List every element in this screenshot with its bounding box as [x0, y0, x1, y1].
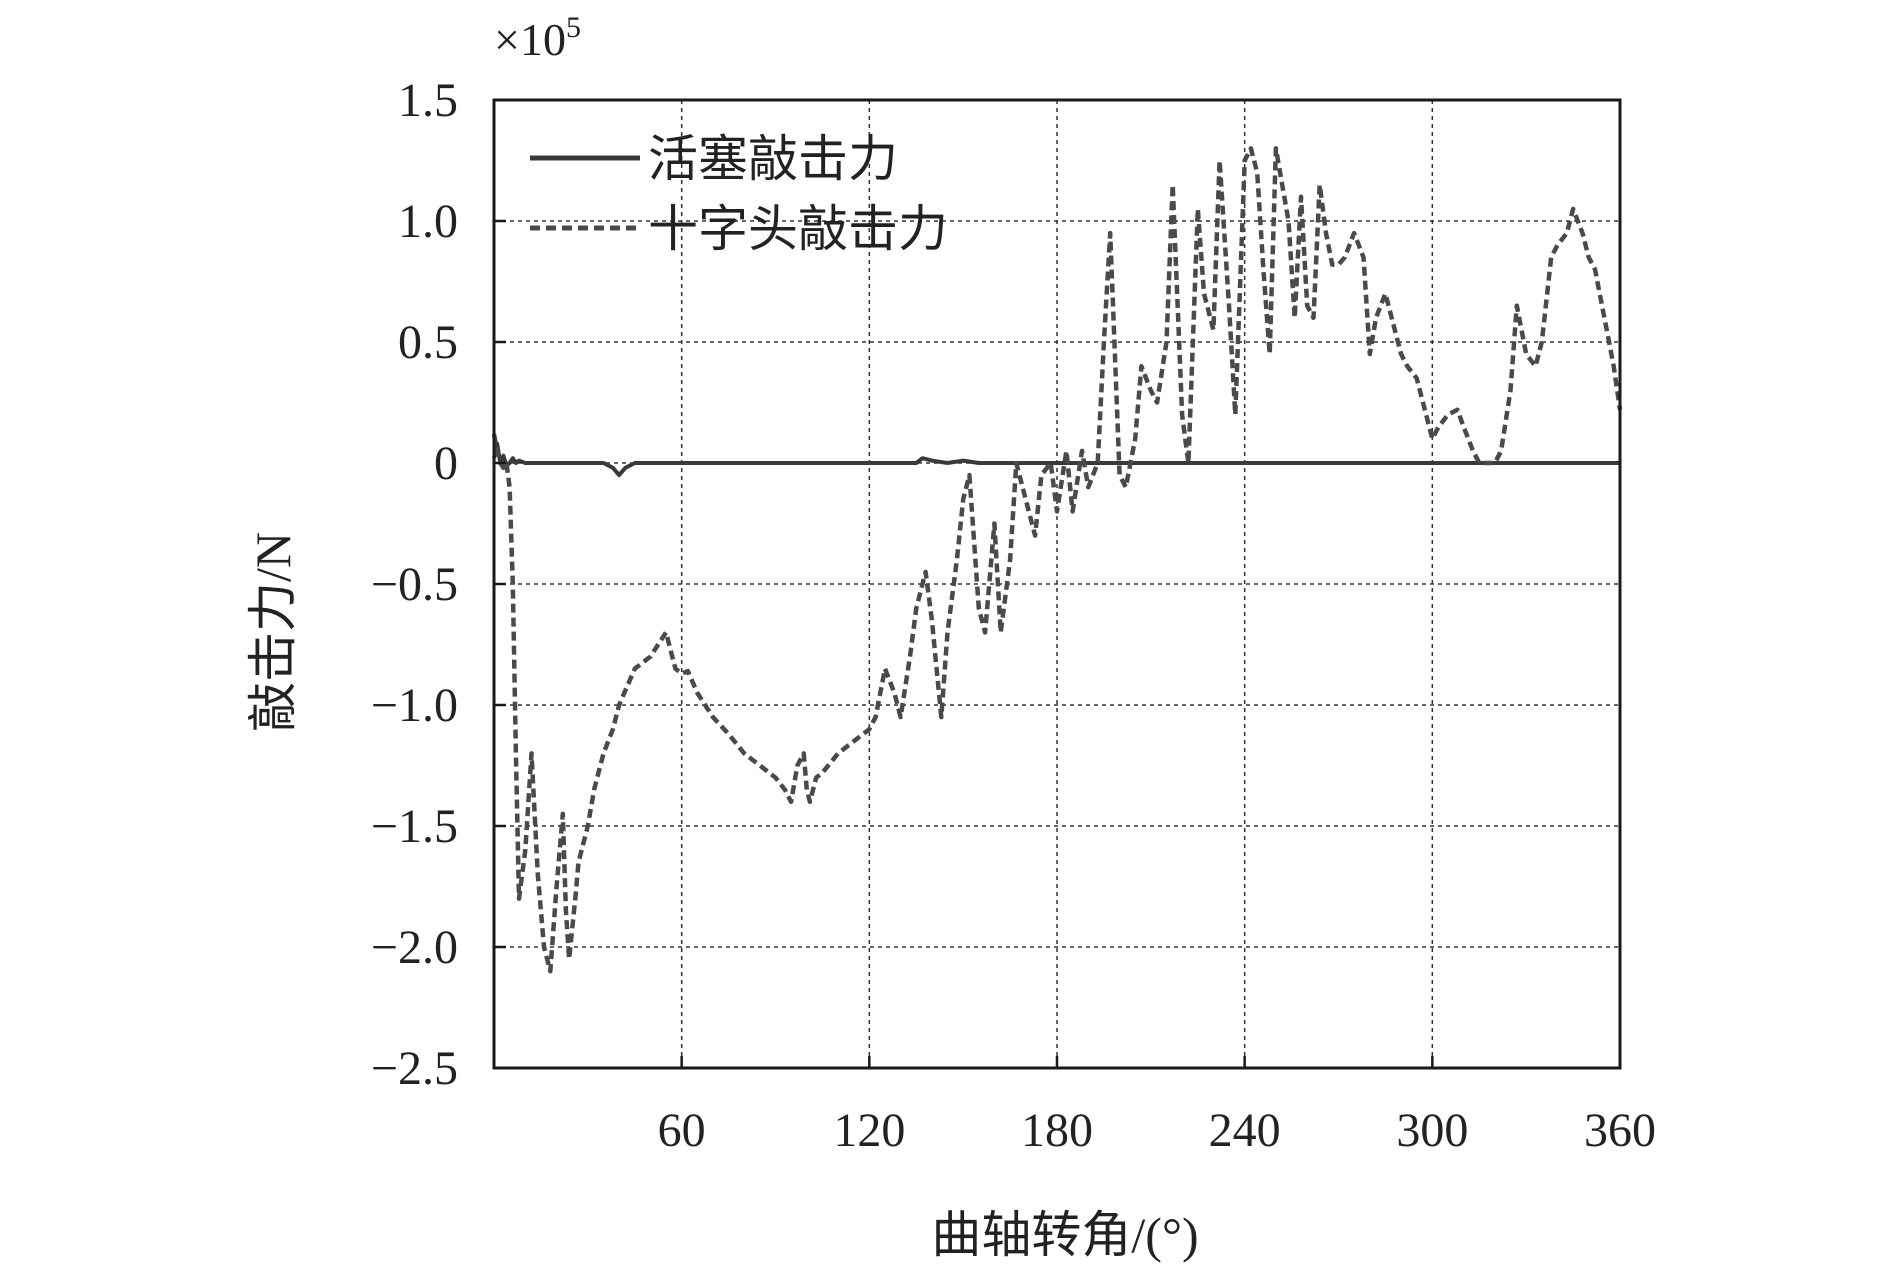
x-tick-label: 180	[1021, 1104, 1093, 1157]
x-tick-label: 60	[658, 1104, 706, 1157]
x-tick-labels: 60 120 180 240 300 360	[658, 1104, 1656, 1157]
y-multiplier-base: ×10	[494, 14, 566, 65]
y-tick-label: −2.5	[371, 1042, 458, 1095]
tick-layer	[494, 98, 1622, 1070]
y-tick-label: −0.5	[371, 558, 458, 611]
y-tick-label: 1.0	[398, 195, 458, 248]
y-axis-label: 敲击力/N	[245, 532, 301, 732]
y-tick-label: −2.0	[371, 921, 458, 974]
y-tick-label: 0.5	[398, 316, 458, 369]
legend: 活塞敲击力 十字头敲击力	[530, 131, 948, 257]
x-axis-label: 曲轴转角/(°)	[931, 1207, 1198, 1263]
series-line-piston	[492, 441, 1620, 478]
x-tick-label: 360	[1584, 1104, 1656, 1157]
y-multiplier: ×105	[494, 11, 581, 65]
y-tick-labels: 1.5 1.0 0.5 0 −0.5 −1.0 −1.5 −2.0 −2.5	[371, 74, 458, 1095]
legend-label-crosshead: 十字头敲击力	[648, 201, 948, 257]
series-line-crosshead	[491, 146, 1623, 974]
y-tick-label: −1.5	[371, 800, 458, 853]
x-tick-label: 300	[1396, 1104, 1468, 1157]
y-tick-label: 0	[434, 437, 458, 490]
legend-label-piston: 活塞敲击力	[648, 131, 898, 187]
series-layer	[491, 146, 1623, 974]
x-tick-label: 120	[833, 1104, 905, 1157]
y-multiplier-exponent: 5	[566, 11, 581, 44]
y-tick-label: 1.5	[398, 74, 458, 127]
y-tick-label: −1.0	[371, 679, 458, 732]
x-tick-label: 240	[1209, 1104, 1281, 1157]
